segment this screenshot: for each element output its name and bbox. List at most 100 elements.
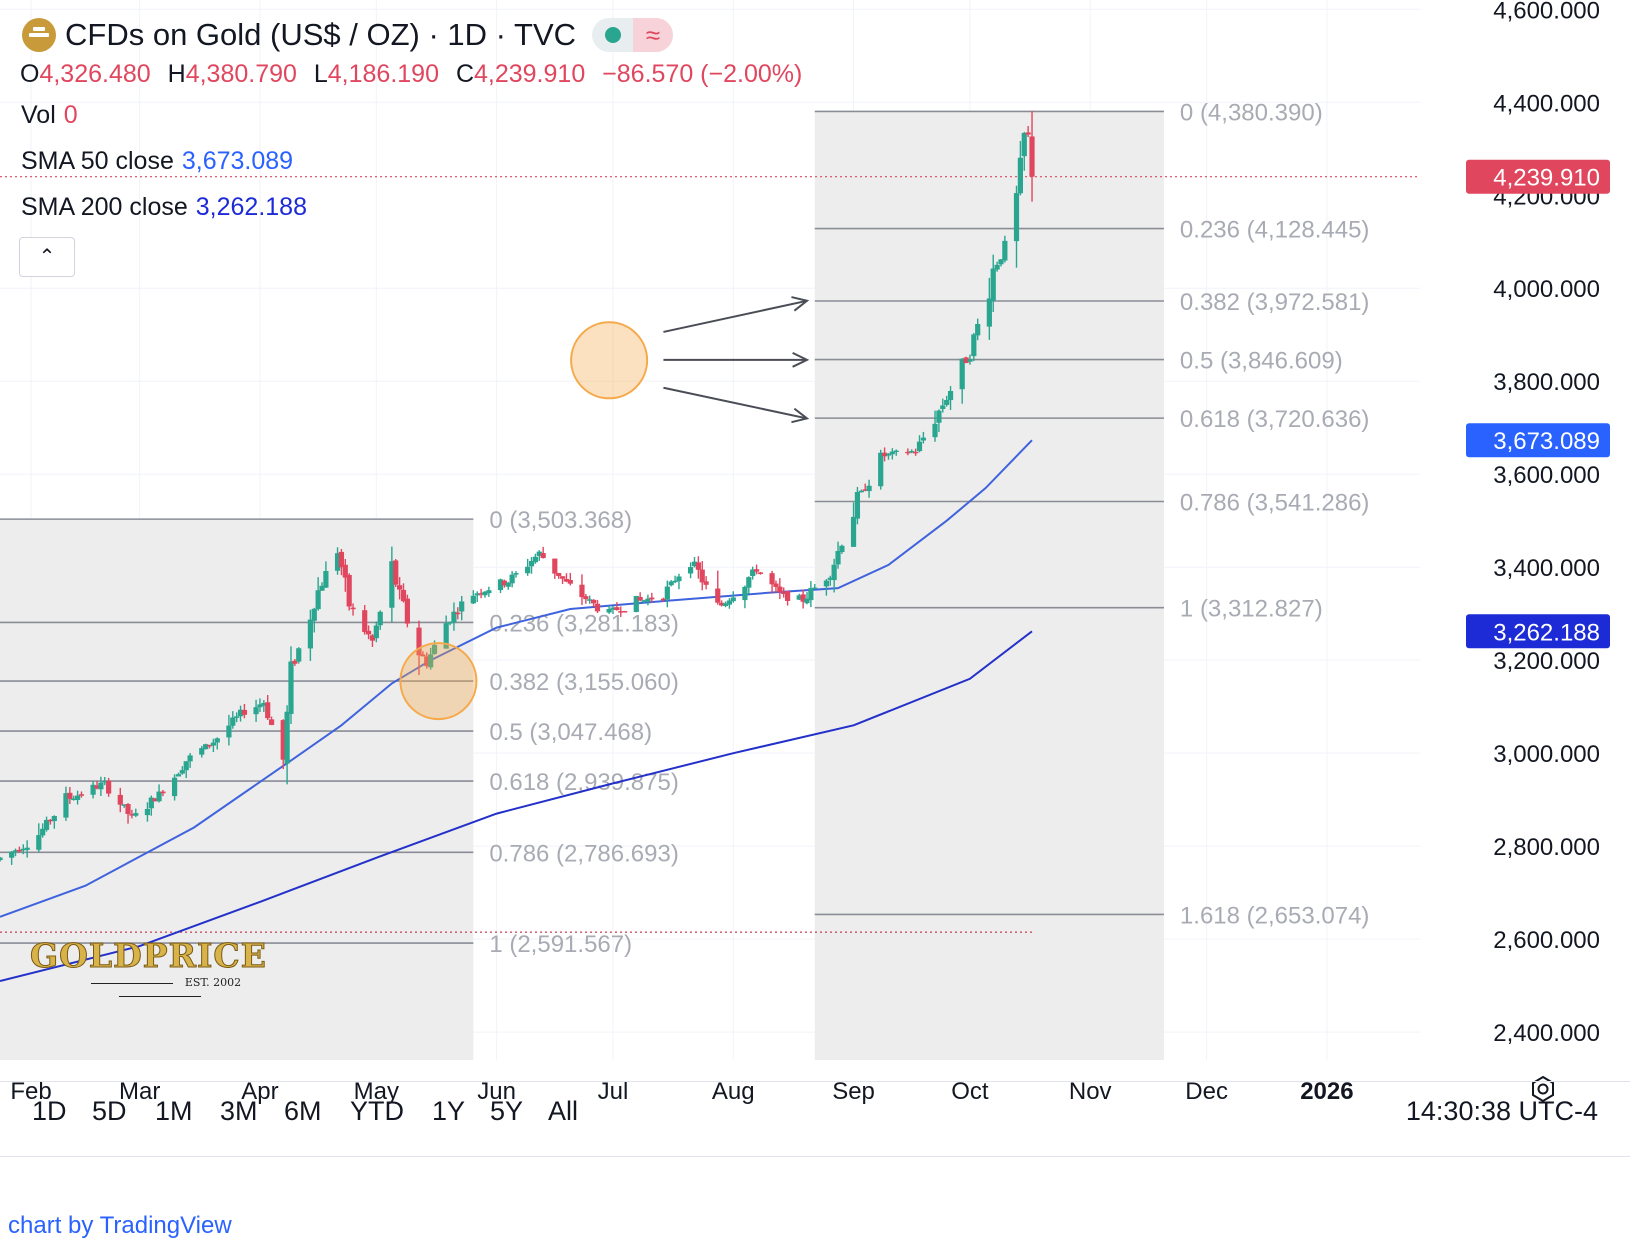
arrow-head — [791, 407, 810, 424]
candle-down — [753, 569, 760, 572]
fib-level-label: 0.236 (3,281.183) — [489, 610, 678, 637]
highlight-circle — [399, 642, 478, 721]
range-1d-button[interactable]: 1D — [32, 1096, 67, 1126]
high-key: H — [167, 60, 186, 88]
candle-up — [459, 601, 465, 612]
range-5y-button[interactable]: 5Y — [490, 1096, 524, 1126]
range-5d-button[interactable]: 5D — [92, 1096, 127, 1126]
candle-up — [144, 808, 151, 816]
candle-up — [1013, 193, 1020, 242]
candle-up — [447, 622, 453, 624]
candle-down — [369, 635, 376, 641]
candle-up — [474, 593, 480, 596]
goldprice-watermark: GOLDPRICE EST. 2002 — [30, 937, 290, 1002]
candle-up — [389, 561, 395, 608]
collapse-legend-button[interactable]: ⌃ — [19, 237, 75, 277]
time-tick-label: Jun — [477, 1078, 516, 1105]
candle-up — [199, 748, 205, 755]
time-tick-label: Oct — [951, 1078, 989, 1105]
candle-up — [726, 600, 732, 605]
range-all-button[interactable]: All — [548, 1096, 579, 1126]
candle-up — [156, 791, 162, 802]
candle-up — [889, 451, 895, 455]
gold-logo-icon — [22, 18, 56, 52]
candle-up — [947, 391, 954, 401]
candle-up — [641, 600, 647, 602]
time-axis: Feb Mar Apr May Jun Jul Aug Sep Oct Nov Dec 2026 — [10, 1078, 1353, 1105]
candle-up — [51, 815, 57, 822]
price-badge-label: 4,239.910 — [1493, 165, 1600, 192]
candle-up — [878, 452, 884, 487]
candle-up — [967, 359, 973, 362]
candle-down — [362, 610, 368, 633]
fib-level-label: 0.382 (3,972.581) — [1180, 289, 1369, 316]
candle-up — [9, 851, 15, 858]
candle-up — [323, 571, 329, 588]
price-tick-label: 3,600.000 — [1493, 462, 1600, 489]
arrow-head — [792, 351, 810, 368]
range-ytd-button[interactable]: YTD — [350, 1096, 404, 1126]
settings-icon[interactable] — [1528, 1074, 1558, 1104]
annotations — [399, 296, 810, 721]
fib-zone — [0, 519, 474, 1060]
candle-down — [579, 584, 585, 598]
candle-up — [237, 709, 244, 717]
candle-up — [808, 588, 814, 601]
candle-up — [742, 586, 748, 601]
candle-up — [839, 545, 845, 552]
clock-timezone[interactable]: 14:30:38 UTC-4 — [1405, 1096, 1598, 1126]
candle-up — [932, 423, 938, 438]
range-1y-button[interactable]: 1Y — [432, 1096, 466, 1126]
candle-up — [497, 579, 504, 591]
price-tick-label: 3,200.000 — [1493, 648, 1600, 675]
range-1m-button[interactable]: 1M — [155, 1096, 193, 1126]
fib-level-label: 1 (3,312.827) — [1180, 596, 1323, 623]
fib-level-label: 0 (3,503.368) — [489, 507, 632, 534]
candle-up — [171, 777, 178, 797]
candle-down — [160, 791, 166, 794]
candle-up — [812, 587, 818, 590]
candle-down — [594, 603, 601, 612]
symbol-title[interactable]: CFDs on Gold (US$ / OZ) · 1D · TVC — [65, 17, 577, 52]
candle-down — [94, 785, 100, 789]
candle-down — [338, 551, 345, 568]
candle-down — [862, 489, 868, 491]
candle-down — [117, 794, 123, 805]
candle-up — [633, 596, 639, 613]
candle-down — [397, 585, 403, 590]
candle-up — [804, 598, 810, 604]
candle-up — [230, 717, 236, 726]
price-tick-label: 4,400.000 — [1493, 90, 1600, 117]
fib-level-label: 0.5 (3,047.468) — [489, 719, 652, 746]
range-6m-button[interactable]: 6M — [284, 1096, 322, 1126]
price-tick-label: 2,800.000 — [1493, 834, 1600, 861]
candle-up — [71, 798, 77, 801]
candle-up — [40, 828, 46, 836]
candle-up — [428, 654, 434, 668]
candle-down — [715, 588, 721, 603]
candle-up — [311, 608, 317, 621]
candle-up — [470, 595, 476, 604]
range-3m-button[interactable]: 3M — [220, 1096, 258, 1126]
candle-up — [102, 781, 108, 783]
low-value: 4,186.190 — [327, 60, 439, 88]
status-pill[interactable]: ≈ — [592, 18, 674, 52]
sma200-legend[interactable]: SMA 200 close 3,262.188 — [21, 193, 307, 222]
tradingview-credit-link[interactable]: chart by TradingView — [8, 1212, 232, 1239]
candle-up — [998, 259, 1004, 265]
candle-down — [905, 451, 911, 454]
candle-down — [591, 599, 597, 604]
candle-up — [74, 795, 81, 800]
market-status-dot-icon — [605, 27, 622, 43]
volume-legend[interactable]: Vol 0 — [21, 101, 78, 130]
candle-down — [393, 560, 399, 585]
price-tick-label: 4,000.000 — [1493, 276, 1600, 303]
candle-up — [509, 574, 515, 584]
candle-down — [152, 798, 158, 802]
price-tick-label: 2,600.000 — [1493, 927, 1600, 954]
candle-up — [253, 707, 259, 715]
candle-down — [416, 627, 422, 656]
sma50-legend[interactable]: SMA 50 close 3,673.089 — [21, 147, 293, 176]
moving-averages — [0, 439, 1033, 982]
